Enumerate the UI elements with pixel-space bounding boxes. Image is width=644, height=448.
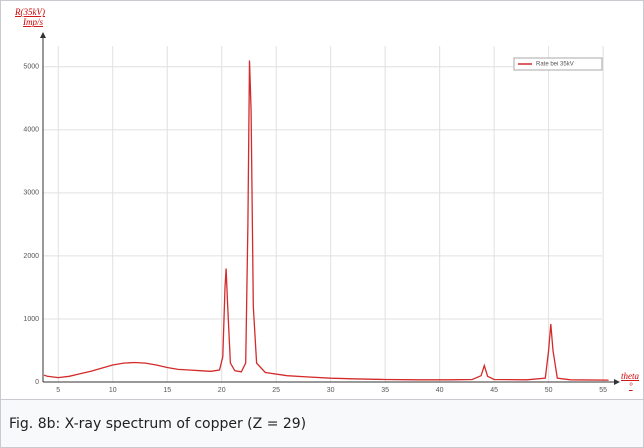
data-line — [43, 60, 609, 381]
x-tick-label: 50 — [545, 387, 553, 394]
legend-box — [513, 57, 603, 71]
y-tick-label: 4000 — [23, 127, 39, 134]
x-tick-label: 10 — [109, 387, 117, 394]
y-tick-label: 0 — [35, 379, 39, 386]
x-tick-label: 20 — [218, 387, 226, 394]
x-axis-arrow — [614, 379, 620, 385]
x-tick-label: 30 — [327, 387, 335, 394]
y-tick-label: 3000 — [23, 190, 39, 197]
y-axis-arrow — [40, 32, 46, 38]
x-axis-unit: ° — [629, 381, 633, 391]
y-tick-label: 2000 — [23, 253, 39, 260]
y-tick-label: 1000 — [23, 316, 39, 323]
x-axis-label: theta — [621, 371, 639, 381]
x-tick-label: 35 — [381, 387, 389, 394]
chart: R(35kV) Imp/s theta ° 0 1000 2000 3000 4000 5… — [14, 7, 639, 394]
x-tick-label: 45 — [490, 387, 498, 394]
y-axis-unit: Imp/s — [22, 17, 43, 27]
x-tick-label: 15 — [163, 387, 171, 394]
y-axis-label: R(35kV) — [14, 7, 45, 17]
caption: Fig. 8b: X-ray spectrum of copper (Z = 2… — [1, 399, 643, 447]
y-tick-label: 5000 — [23, 64, 39, 71]
x-tick-label: 5 — [56, 387, 60, 394]
x-tick-label: 25 — [272, 387, 280, 394]
x-tick-label: 40 — [436, 387, 444, 394]
legend-label: Rate bei 35kV — [536, 62, 574, 68]
x-tick-label: 55 — [599, 387, 607, 394]
